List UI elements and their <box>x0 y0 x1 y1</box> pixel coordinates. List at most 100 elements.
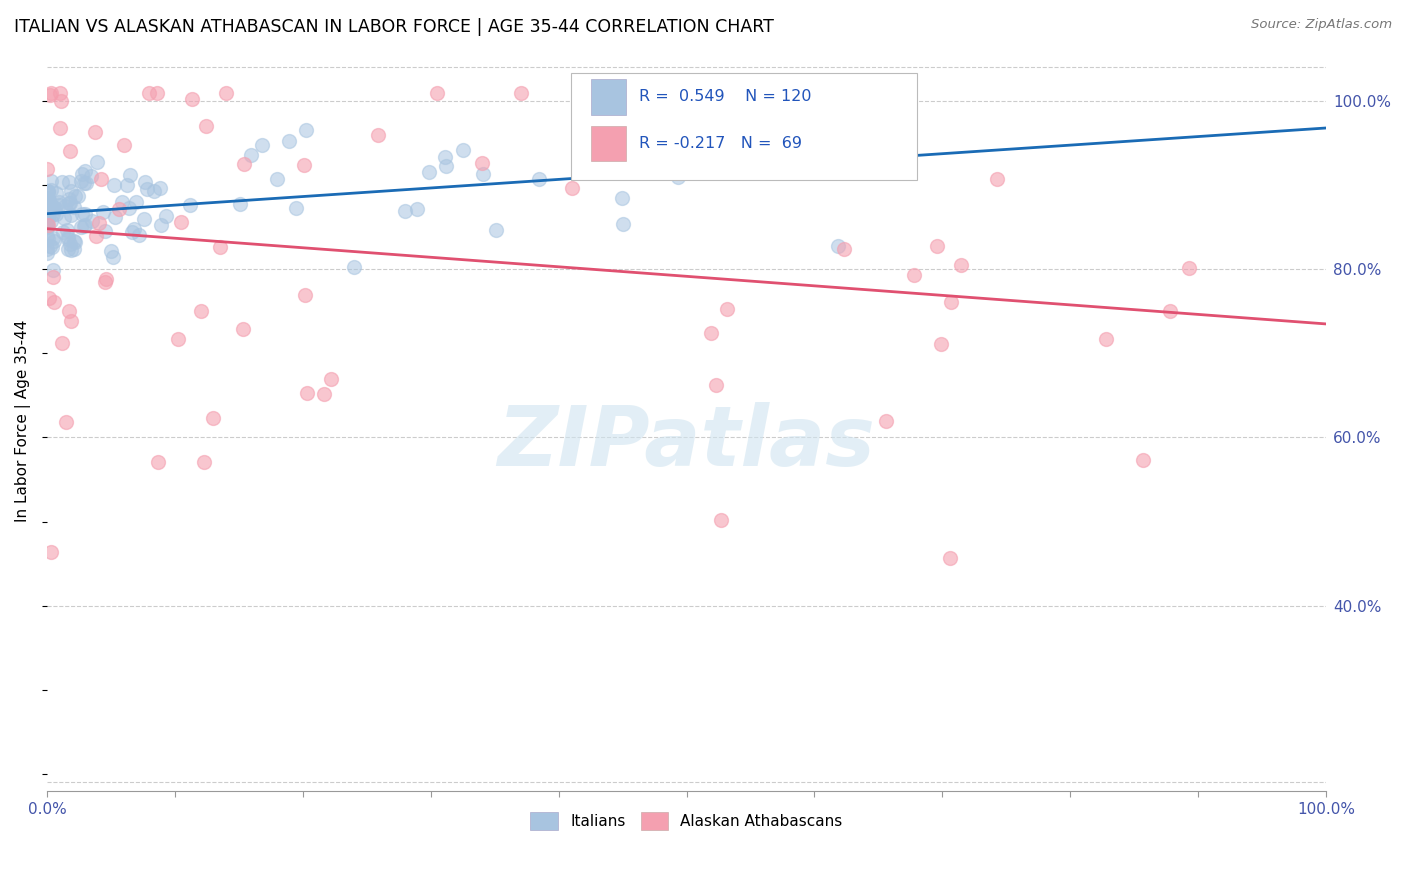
Point <box>787 163 810 178</box>
Point <box>1178 260 1201 275</box>
Point <box>37 184 59 198</box>
Point <box>44 294 66 309</box>
Point <box>827 78 849 92</box>
Point <box>51 335 73 350</box>
Point <box>118 169 141 183</box>
Point <box>35 162 58 177</box>
Point <box>471 156 494 170</box>
Point <box>59 314 82 328</box>
Point <box>666 169 689 184</box>
Point <box>45 207 67 221</box>
Point <box>38 291 60 305</box>
Point <box>343 260 366 275</box>
Point <box>612 218 634 232</box>
Point <box>295 122 318 136</box>
Point <box>628 87 651 101</box>
Point <box>84 228 107 243</box>
Point <box>240 148 263 162</box>
Point <box>42 234 65 248</box>
Point <box>60 208 83 222</box>
Point <box>100 244 122 258</box>
Point <box>1159 304 1181 318</box>
Point <box>49 95 72 109</box>
Point <box>55 415 77 429</box>
Point <box>58 192 80 206</box>
Point <box>63 242 86 256</box>
Point <box>56 229 79 244</box>
Text: R =  0.549    N = 120: R = 0.549 N = 120 <box>640 89 811 104</box>
Point <box>266 171 288 186</box>
Point <box>56 242 79 256</box>
Point <box>321 372 343 386</box>
Point <box>229 197 252 211</box>
Point <box>875 414 897 428</box>
Point <box>94 272 117 286</box>
Legend: Italians, Alaskan Athabascans: Italians, Alaskan Athabascans <box>524 806 849 836</box>
Point <box>202 411 225 425</box>
Point <box>704 377 727 392</box>
Text: ITALIAN VS ALASKAN ATHABASCAN IN LABOR FORCE | AGE 35-44 CORRELATION CHART: ITALIAN VS ALASKAN ATHABASCAN IN LABOR F… <box>14 18 773 36</box>
Point <box>108 202 131 216</box>
Point <box>42 231 65 245</box>
Point <box>179 198 201 212</box>
Point <box>250 138 273 153</box>
Point <box>59 244 82 258</box>
Point <box>39 183 62 197</box>
Point <box>1095 333 1118 347</box>
Point <box>52 211 75 226</box>
Point <box>83 125 105 139</box>
Point <box>39 214 62 228</box>
Point <box>42 269 65 284</box>
Point <box>75 207 97 221</box>
Point <box>122 222 145 236</box>
Point <box>49 86 72 100</box>
Point <box>35 245 58 260</box>
Point <box>80 169 103 184</box>
Point <box>69 174 91 188</box>
Point <box>149 181 172 195</box>
Point <box>37 231 59 245</box>
Point <box>1132 453 1154 467</box>
Point <box>294 288 316 302</box>
Point <box>37 217 59 231</box>
Point <box>75 219 97 233</box>
Point <box>90 172 112 186</box>
Point <box>418 165 440 179</box>
Point <box>125 195 148 210</box>
Point <box>35 220 58 235</box>
Point <box>48 194 70 209</box>
FancyBboxPatch shape <box>591 79 627 114</box>
Point <box>135 182 157 196</box>
Point <box>134 211 156 226</box>
Point <box>39 88 62 103</box>
Point <box>35 191 58 205</box>
Point <box>59 196 82 211</box>
Point <box>41 207 63 221</box>
Point <box>716 302 738 317</box>
Text: Source: ZipAtlas.com: Source: ZipAtlas.com <box>1251 18 1392 31</box>
Point <box>277 134 299 148</box>
Point <box>42 262 65 277</box>
Point <box>209 240 232 254</box>
Point <box>527 172 550 186</box>
Point <box>194 119 217 133</box>
Point <box>950 258 973 272</box>
Point <box>37 184 59 198</box>
Point <box>73 176 96 190</box>
Point <box>37 218 59 232</box>
Point <box>56 232 79 246</box>
Point <box>80 213 103 227</box>
Point <box>451 143 474 157</box>
Point <box>35 220 58 235</box>
Point <box>150 218 173 232</box>
Point <box>434 150 457 164</box>
Point <box>134 175 156 189</box>
Point <box>138 86 160 100</box>
Point <box>35 242 58 256</box>
Point <box>104 210 127 224</box>
Point <box>37 185 59 199</box>
Point <box>35 201 58 215</box>
Point <box>60 184 83 198</box>
Point <box>55 223 77 237</box>
Point <box>42 200 65 214</box>
